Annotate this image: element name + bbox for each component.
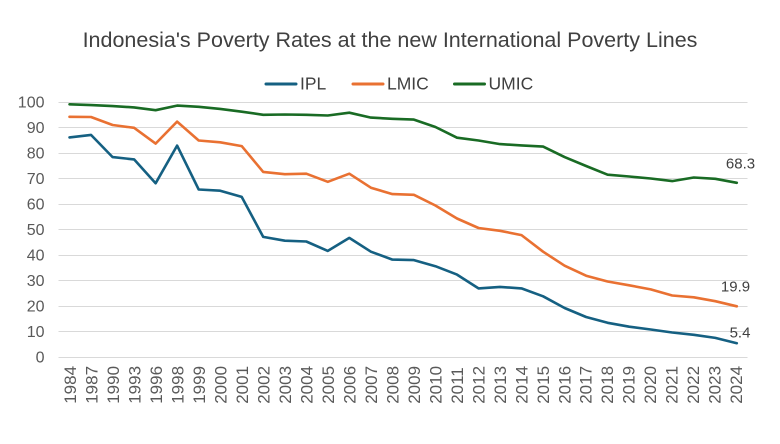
svg-text:100: 100 <box>18 95 45 112</box>
svg-text:70: 70 <box>27 171 45 188</box>
svg-text:2009: 2009 <box>405 366 424 404</box>
svg-text:80: 80 <box>27 146 45 163</box>
svg-text:20: 20 <box>27 299 45 316</box>
svg-text:2018: 2018 <box>598 366 617 404</box>
svg-text:1984: 1984 <box>61 366 80 404</box>
svg-text:2003: 2003 <box>276 366 295 404</box>
svg-text:LMIC: LMIC <box>387 73 429 93</box>
svg-text:2017: 2017 <box>577 366 596 404</box>
svg-text:2002: 2002 <box>254 366 273 404</box>
svg-text:UMIC: UMIC <box>489 73 534 93</box>
svg-text:2015: 2015 <box>534 366 553 404</box>
svg-text:2024: 2024 <box>727 366 746 404</box>
svg-text:2020: 2020 <box>641 366 660 404</box>
svg-text:2000: 2000 <box>212 366 231 404</box>
svg-text:2014: 2014 <box>512 366 531 404</box>
svg-text:1999: 1999 <box>190 366 209 404</box>
svg-text:60: 60 <box>27 197 45 214</box>
svg-text:90: 90 <box>27 120 45 137</box>
svg-text:2019: 2019 <box>620 366 639 404</box>
svg-text:2004: 2004 <box>297 366 316 404</box>
svg-text:1987: 1987 <box>83 366 102 404</box>
svg-text:1998: 1998 <box>169 366 188 404</box>
svg-text:2016: 2016 <box>555 366 574 404</box>
svg-text:19.9: 19.9 <box>721 279 750 296</box>
svg-text:50: 50 <box>27 222 45 239</box>
svg-text:1996: 1996 <box>147 366 166 404</box>
svg-text:2021: 2021 <box>663 366 682 404</box>
svg-text:2005: 2005 <box>319 366 338 404</box>
svg-text:2001: 2001 <box>233 366 252 404</box>
svg-text:IPL: IPL <box>300 73 327 93</box>
svg-text:2013: 2013 <box>491 366 510 404</box>
svg-text:68.3: 68.3 <box>726 155 755 172</box>
svg-text:2023: 2023 <box>706 366 725 404</box>
svg-text:2010: 2010 <box>426 366 445 404</box>
svg-text:Indonesia's Poverty Rates at t: Indonesia's Poverty Rates at the new Int… <box>83 28 698 52</box>
svg-text:10: 10 <box>27 324 45 341</box>
svg-text:2008: 2008 <box>383 366 402 404</box>
svg-text:5.4: 5.4 <box>730 325 751 342</box>
svg-text:2007: 2007 <box>362 366 381 404</box>
svg-text:1990: 1990 <box>104 366 123 404</box>
svg-text:2022: 2022 <box>684 366 703 404</box>
svg-text:1993: 1993 <box>126 366 145 404</box>
svg-text:30: 30 <box>27 273 45 290</box>
svg-text:0: 0 <box>36 350 45 367</box>
svg-text:2006: 2006 <box>340 366 359 404</box>
svg-text:40: 40 <box>27 248 45 265</box>
svg-text:2011: 2011 <box>448 367 467 404</box>
svg-text:2012: 2012 <box>469 366 488 404</box>
